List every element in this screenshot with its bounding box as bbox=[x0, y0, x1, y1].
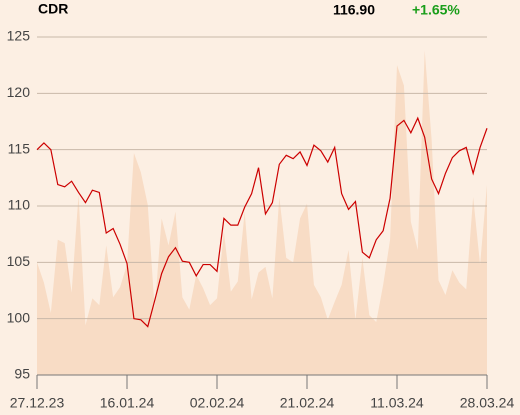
symbol: CDR bbox=[38, 1, 68, 17]
y-tick-label: 95 bbox=[14, 366, 30, 382]
x-tick-label: 28.03.24 bbox=[460, 395, 515, 411]
price: 116.90 bbox=[333, 2, 375, 18]
price-line bbox=[36, 116, 488, 328]
y-tick-label: 105 bbox=[7, 253, 31, 269]
y-tick-label: 100 bbox=[7, 309, 31, 325]
x-tick-label: 11.03.24 bbox=[370, 395, 424, 411]
y-tick-label: 115 bbox=[8, 140, 31, 156]
y-tick-label: 110 bbox=[8, 197, 31, 213]
y-tick-label: 120 bbox=[7, 84, 31, 100]
change: +1.65% bbox=[412, 2, 460, 18]
x-tick-label: 02.02.24 bbox=[190, 395, 245, 411]
x-tick-label: 16.01.24 bbox=[100, 395, 155, 411]
y-tick-label: 125 bbox=[7, 28, 31, 44]
volume-area bbox=[37, 50, 487, 376]
x-tick-label: 27.12.23 bbox=[10, 395, 65, 411]
x-tick-label: 21.02.24 bbox=[280, 395, 335, 411]
